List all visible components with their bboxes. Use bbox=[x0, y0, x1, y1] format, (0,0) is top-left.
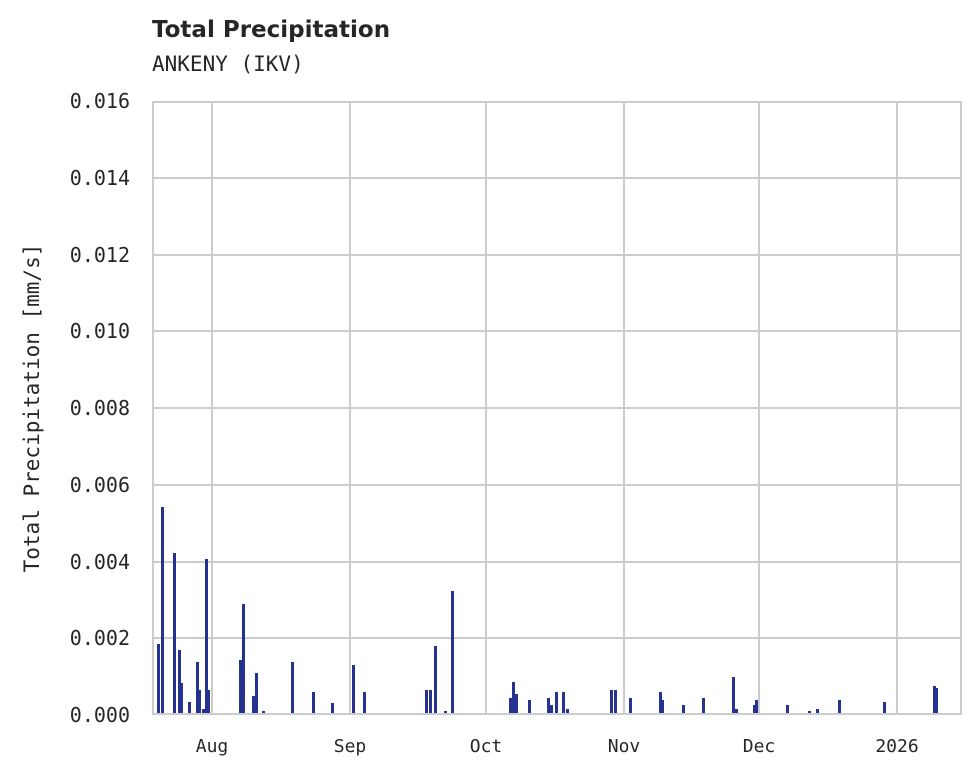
precipitation-bar bbox=[312, 692, 315, 713]
precipitation-bar bbox=[933, 686, 936, 713]
chart-subtitle: ANKENY (IKV) bbox=[152, 52, 304, 76]
y-gridline bbox=[154, 407, 960, 409]
x-gridline bbox=[623, 103, 625, 713]
precipitation-bar bbox=[198, 690, 201, 713]
x-tick-label: Dec bbox=[742, 736, 776, 757]
x-tick-label: Oct bbox=[469, 736, 503, 757]
x-gridline bbox=[349, 103, 351, 713]
precipitation-bar bbox=[883, 702, 886, 713]
precipitation-bar bbox=[702, 697, 705, 713]
precipitation-bar bbox=[331, 702, 334, 713]
x-gridline bbox=[758, 103, 760, 713]
y-gridline bbox=[154, 637, 960, 640]
precipitation-bar bbox=[262, 711, 265, 713]
precipitation-bar bbox=[205, 558, 208, 713]
precipitation-bar bbox=[661, 699, 664, 713]
y-tick-label: 0.016 bbox=[69, 89, 130, 113]
y-gridline bbox=[154, 483, 960, 486]
precipitation-bar bbox=[610, 690, 613, 713]
y-tick-label: 0.002 bbox=[69, 626, 130, 651]
precipitation-bar bbox=[555, 692, 558, 713]
precipitation-bar bbox=[512, 681, 515, 713]
y-tick-label: 0.004 bbox=[69, 549, 130, 574]
precipitation-bar bbox=[207, 690, 210, 713]
precipitation-bar bbox=[515, 693, 518, 713]
precipitation-bar bbox=[180, 682, 183, 713]
precipitation-bar bbox=[935, 688, 938, 713]
precipitation-bar bbox=[816, 709, 819, 713]
y-tick-label: 0.006 bbox=[69, 472, 130, 497]
y-gridline bbox=[154, 253, 960, 256]
precipitation-bar bbox=[429, 690, 432, 713]
plot-area bbox=[152, 101, 962, 715]
precipitation-bar bbox=[659, 692, 662, 713]
y-tick-label: 0.008 bbox=[69, 396, 130, 420]
precipitation-bar bbox=[352, 665, 355, 713]
precipitation-bar bbox=[550, 705, 553, 713]
precipitation-bar bbox=[425, 690, 428, 713]
precipitation-bar bbox=[444, 711, 447, 713]
precipitation-bar bbox=[735, 709, 738, 713]
precipitation-bar bbox=[161, 507, 164, 713]
x-tick-label: Sep bbox=[333, 736, 367, 757]
x-tick-label: 2026 bbox=[875, 736, 919, 757]
precipitation-bar bbox=[732, 676, 735, 713]
precipitation-bar bbox=[566, 709, 569, 713]
precipitation-bar bbox=[509, 697, 512, 713]
x-gridline bbox=[211, 103, 213, 713]
x-tick-label: Nov bbox=[607, 736, 641, 757]
precipitation-bar bbox=[434, 646, 437, 713]
precipitation-bar bbox=[753, 705, 756, 713]
precipitation-bar bbox=[629, 697, 632, 713]
precipitation-bar bbox=[291, 661, 294, 713]
precipitation-bar bbox=[547, 697, 550, 713]
precipitation-bar bbox=[255, 672, 258, 713]
y-gridline bbox=[154, 330, 960, 333]
precipitation-bar bbox=[252, 695, 255, 713]
y-tick-label: 0.000 bbox=[69, 703, 130, 727]
y-gridline bbox=[154, 560, 960, 563]
precipitation-bar bbox=[528, 699, 531, 713]
y-gridline bbox=[154, 176, 960, 179]
precipitation-bar bbox=[838, 699, 841, 713]
precipitation-bar bbox=[188, 702, 191, 713]
y-axis-label: Total Precipitation [mm/s] bbox=[20, 243, 44, 573]
precipitation-bar bbox=[242, 604, 245, 713]
chart-title: Total Precipitation bbox=[152, 17, 391, 43]
precipitation-bar bbox=[786, 705, 789, 713]
x-gridline bbox=[485, 103, 487, 713]
precipitation-bar bbox=[363, 692, 366, 713]
precipitation-bar bbox=[682, 705, 685, 713]
x-gridline bbox=[896, 103, 898, 713]
precipitation-bar bbox=[808, 711, 811, 713]
precipitation-bar bbox=[202, 709, 205, 713]
precipitation-bar bbox=[562, 692, 565, 713]
precipitation-bar bbox=[157, 644, 160, 713]
precipitation-bar bbox=[239, 659, 242, 713]
x-tick-label: Aug bbox=[195, 736, 229, 757]
y-tick-label: 0.014 bbox=[69, 165, 130, 190]
precipitation-bar bbox=[173, 552, 176, 713]
precipitation-bar bbox=[451, 591, 454, 713]
precipitation-bar bbox=[196, 661, 199, 713]
precipitation-bar bbox=[178, 650, 181, 713]
precipitation-bar bbox=[614, 690, 617, 713]
y-tick-label: 0.010 bbox=[69, 319, 130, 344]
precipitation-bar bbox=[755, 699, 758, 713]
y-tick-label: 0.012 bbox=[69, 242, 130, 267]
